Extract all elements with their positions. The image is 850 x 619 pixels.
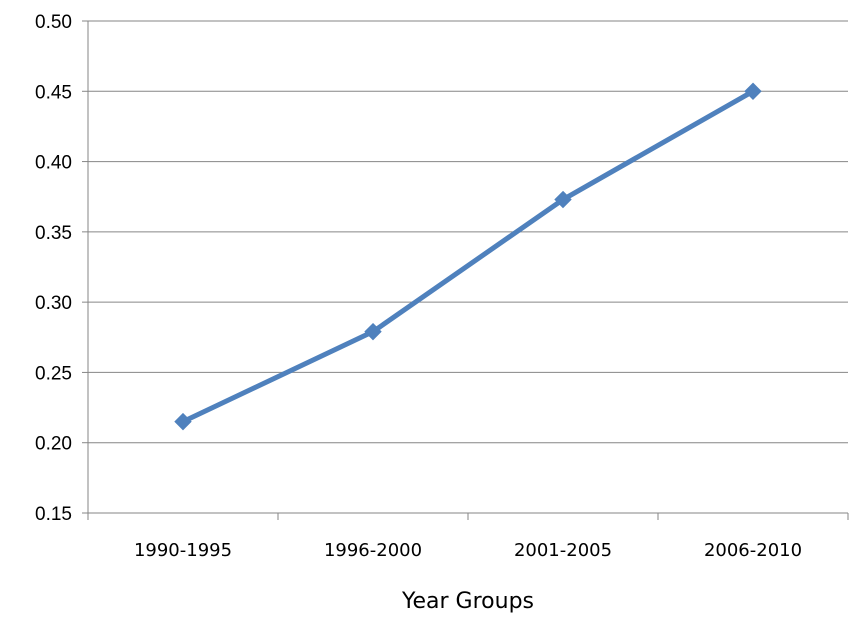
y-tick-label-2: 0.25 (35, 363, 72, 384)
series-group (174, 82, 762, 431)
y-tick-label-5: 0.40 (35, 153, 72, 174)
y-tick-label-1: 0.20 (35, 434, 72, 455)
data-point-1 (364, 322, 382, 341)
x-tick-label-3: 2006-2010 (704, 540, 802, 561)
y-tick-label-4: 0.35 (35, 223, 72, 244)
x-tick-label-2: 2001-2005 (514, 540, 612, 561)
data-point-2 (554, 190, 572, 209)
x-tick-label-0: 1990-1995 (134, 540, 232, 561)
data-point-0 (174, 412, 192, 431)
y-tick-label-7: 0.50 (35, 12, 72, 33)
axes (82, 20, 849, 520)
y-tick-label-6: 0.45 (35, 82, 72, 103)
gridlines (88, 20, 848, 444)
x-axis-label: Year Groups (401, 589, 534, 614)
x-axis-ticks: 1990-1995 1996-2000 2001-2005 2006-2010 (134, 540, 802, 561)
y-axis-ticks: 0.15 0.20 0.25 0.30 0.35 0.40 0.45 0.50 (35, 12, 72, 525)
series-line-0 (181, 89, 755, 424)
x-tick-label-1: 1996-2000 (324, 540, 422, 561)
data-point-3 (744, 82, 762, 100)
y-tick-label-0: 0.15 (35, 504, 72, 525)
y-tick-label-3: 0.30 (35, 293, 72, 314)
